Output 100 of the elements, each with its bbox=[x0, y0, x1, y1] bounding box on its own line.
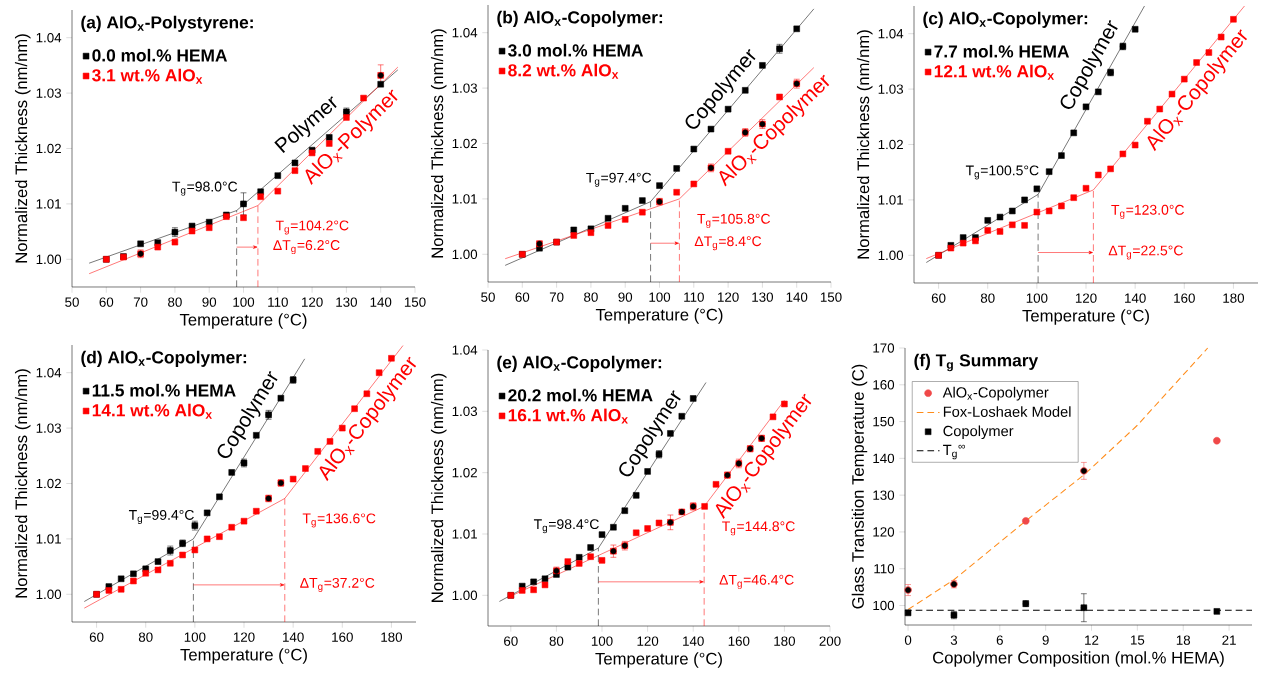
chart-title: (a) AlO$_{x}$-Polystyrene: bbox=[81, 15, 253, 32]
x-tick-label: 160 bbox=[1174, 293, 1195, 303]
y-tick-label: 1.02 bbox=[36, 478, 61, 489]
x-tick-label: 3 bbox=[950, 635, 958, 645]
x-tick-label: 80 bbox=[168, 297, 182, 307]
x-tick-label: 100 bbox=[649, 292, 671, 302]
legend-label: 12.1 wt.% AlO$_{x}$ bbox=[934, 64, 1055, 80]
x-tick-label: 90 bbox=[202, 297, 217, 307]
y-tick-label: 1.02 bbox=[878, 139, 903, 150]
x-tick-label: 100 bbox=[184, 632, 206, 642]
x-tick-label: 15 bbox=[1130, 635, 1145, 645]
y-tick-label: 1.04 bbox=[452, 27, 478, 38]
x-tick-label: 0 bbox=[904, 635, 912, 645]
y-tick-label: 1.02 bbox=[452, 467, 477, 478]
ref-line-label: T$_{g}$=136.6°C bbox=[302, 513, 376, 528]
x-tick-label: 70 bbox=[133, 297, 148, 307]
y-tick-label: 1.04 bbox=[36, 32, 62, 43]
x-tick-label: 50 bbox=[481, 292, 495, 302]
annotation: ΔT$_{g}$=37.2°C bbox=[300, 577, 375, 592]
y-tick-label: 130 bbox=[873, 490, 895, 500]
x-tick-label: 130 bbox=[752, 292, 774, 302]
y-tick-label: 1.01 bbox=[878, 195, 903, 205]
y-tick-label: 1.00 bbox=[36, 589, 62, 600]
x-tick-label: 100 bbox=[591, 636, 613, 646]
x-axis-title: Copolymer Composition (mol.% HEMA) bbox=[933, 651, 1224, 667]
x-tick-label: 150 bbox=[404, 297, 426, 307]
annotation: ΔT$_{g}$=8.4°C bbox=[694, 236, 762, 251]
x-tick-label: 60 bbox=[89, 632, 104, 642]
legend-label: 8.2 wt.% AlO$_{x}$ bbox=[508, 63, 619, 79]
x-tick-label: 120 bbox=[1075, 293, 1097, 303]
x-tick-label: 120 bbox=[718, 292, 739, 302]
ref-line-label: T$_{g}$=105.8°C bbox=[697, 213, 771, 228]
x-tick-label: 180 bbox=[774, 636, 796, 646]
y-tick-label: 1.01 bbox=[452, 529, 477, 539]
x-tick-label: 140 bbox=[683, 636, 704, 646]
x-tick-label: 110 bbox=[684, 292, 704, 302]
y-tick-label: 1.01 bbox=[36, 534, 61, 544]
x-tick-label: 160 bbox=[728, 636, 750, 646]
y-tick-label: 120 bbox=[873, 527, 895, 537]
legend-label: 14.1 wt.% AlO$_{x}$ bbox=[92, 403, 212, 419]
y-tick-label: 170 bbox=[873, 343, 895, 353]
x-tick-label: 60 bbox=[99, 297, 114, 307]
x-tick-label: 180 bbox=[1223, 293, 1245, 303]
x-tick-label: 50 bbox=[65, 297, 79, 307]
y-tick-label: 1.00 bbox=[878, 250, 904, 261]
y-tick-label: 1.02 bbox=[36, 143, 61, 154]
y-axis-title: Normalized Thickness (nm/nm) bbox=[430, 373, 447, 602]
x-tick-label: 100 bbox=[1026, 293, 1048, 303]
ref-line-label: T$_{g}$=99.4°C bbox=[128, 509, 194, 524]
y-tick-label: 1.03 bbox=[36, 88, 62, 98]
y-tick-label: 140 bbox=[873, 453, 895, 464]
ref-line-label: T$_{g}$=97.4°C bbox=[586, 172, 652, 187]
x-tick-label: 140 bbox=[1125, 293, 1146, 303]
x-tick-label: 140 bbox=[370, 297, 392, 307]
x-tick-label: 120 bbox=[302, 297, 323, 307]
x-tick-label: 60 bbox=[931, 293, 946, 303]
y-tick-label: 1.02 bbox=[452, 138, 477, 149]
y-tick-label: 1.04 bbox=[452, 345, 478, 355]
y-tick-label: 1.00 bbox=[36, 254, 62, 265]
x-tick-label: 180 bbox=[381, 632, 403, 642]
x-axis-title: Temperature (°C) bbox=[595, 308, 723, 324]
ref-line-label: T$_{g}$=144.8°C bbox=[722, 521, 795, 536]
annotation: ΔT$_{g}$=46.4°C bbox=[719, 574, 794, 589]
x-tick-label: 120 bbox=[637, 636, 659, 646]
ref-line-label: T$_{g}$=100.5°C bbox=[965, 165, 1039, 180]
y-tick-label: 1.01 bbox=[36, 199, 61, 209]
y-tick-label: 150 bbox=[873, 416, 895, 427]
x-tick-label: 70 bbox=[549, 292, 564, 302]
y-axis-title: Normalized Thickness (nm/nm) bbox=[14, 34, 31, 263]
chart-title: (d) AlO$_{x}$-Copolymer: bbox=[81, 350, 247, 367]
x-tick-label: 6 bbox=[996, 635, 1003, 645]
y-axis-title: Glass Transition Temperature (C) bbox=[851, 364, 868, 609]
annotation: ΔT$_{g}$=22.5°C bbox=[1108, 245, 1183, 260]
legend-label: 3.0 mol.% HEMA bbox=[508, 43, 644, 57]
y-tick-label: 1.04 bbox=[36, 367, 62, 378]
legend-label: 0.0 mol.% HEMA bbox=[92, 48, 228, 62]
legend-label: AlO$_{x}$-Copolymer bbox=[942, 386, 1049, 401]
x-tick-label: 120 bbox=[233, 632, 255, 642]
y-tick-label: 1.03 bbox=[878, 84, 904, 94]
x-tick-label: 80 bbox=[584, 292, 598, 302]
x-tick-label: 140 bbox=[786, 292, 808, 302]
x-tick-label: 100 bbox=[233, 297, 255, 307]
legend-label: 3.1 wt.% AlO$_{x}$ bbox=[92, 68, 203, 84]
x-axis-title: Temperature (°C) bbox=[180, 648, 307, 664]
x-tick-label: 130 bbox=[336, 297, 358, 307]
x-tick-label: 12 bbox=[1085, 635, 1099, 645]
y-tick-label: 1.04 bbox=[878, 28, 904, 39]
y-axis-title: Normalized Thickness (nm/nm) bbox=[14, 369, 31, 598]
annotation: ΔT$_{g}$=6.2°C bbox=[273, 240, 340, 255]
x-tick-label: 110 bbox=[268, 297, 288, 307]
x-tick-label: 80 bbox=[980, 293, 995, 303]
legend-label: Fox-Loshaek Model bbox=[943, 406, 1071, 417]
x-tick-label: 9 bbox=[1042, 635, 1049, 645]
y-tick-label: 1.03 bbox=[36, 423, 62, 433]
x-tick-label: 60 bbox=[504, 636, 518, 646]
x-tick-label: 90 bbox=[618, 292, 633, 302]
chart-title: (b) AlO$_{x}$-Copolymer: bbox=[497, 10, 663, 27]
ref-line-label: T$_{g}$=123.0°C bbox=[1111, 204, 1185, 219]
x-axis-title: Temperature (°C) bbox=[1022, 309, 1149, 325]
x-tick-label: 60 bbox=[515, 292, 530, 302]
